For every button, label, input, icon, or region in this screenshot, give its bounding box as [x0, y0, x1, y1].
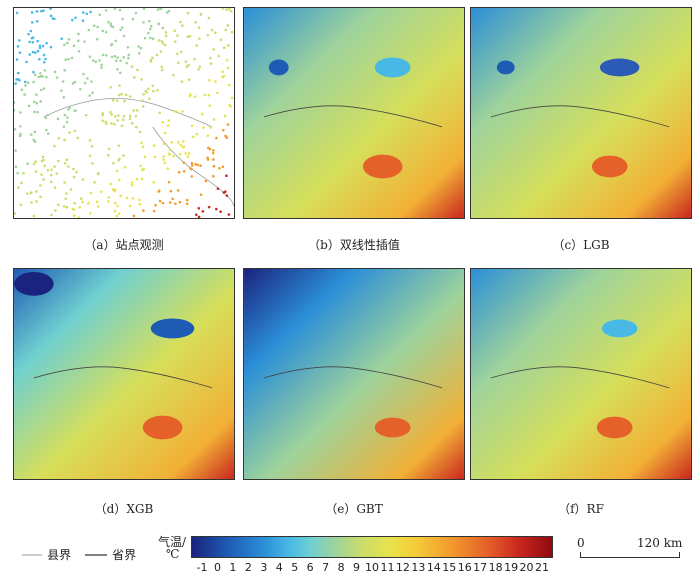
- colorbar-tick-label: 7: [322, 561, 330, 574]
- colorbar-tick-label: 4: [275, 561, 283, 574]
- panel-bilinear-interpolation: [243, 7, 465, 219]
- county-boundary-label: 县界: [47, 548, 72, 562]
- colorbar-label-line2: ℃: [166, 547, 180, 561]
- scale-bar: [580, 552, 680, 558]
- colorbar-tick-label: 5: [291, 561, 299, 574]
- colorbar-tick-label: 9: [353, 561, 361, 574]
- temperature-colorbar: [191, 536, 553, 558]
- colorbar-tick-label: 8: [337, 561, 345, 574]
- caption-c: （c）LGB: [552, 238, 610, 252]
- caption-b: （b）双线性插值: [308, 238, 400, 252]
- colorbar-tick-label: 3: [260, 561, 268, 574]
- colorbar-tick-label: 1: [229, 561, 237, 574]
- scale-end-label: 120 km: [637, 536, 683, 550]
- colorbar-tick-label: 0: [213, 561, 221, 574]
- province-boundary-label: 省界: [112, 548, 137, 562]
- province-boundary-legend: 省界: [85, 544, 136, 563]
- colorbar-label-line1: 气温/: [158, 535, 187, 549]
- panel-xgb: [13, 268, 235, 480]
- station-points-map: [14, 8, 234, 218]
- colorbar-tick-label: 6: [306, 561, 314, 574]
- panel-station-observation: [13, 7, 235, 219]
- panel-gbt: [243, 268, 465, 480]
- colorbar-tick-label: 18: [488, 561, 503, 574]
- caption-f: （f）RF: [558, 502, 604, 516]
- colorbar-tick-label: 11: [380, 561, 395, 574]
- colorbar-tick-label: 16: [457, 561, 472, 574]
- colorbar-tick-label: 14: [426, 561, 441, 574]
- caption-e: （e）GBT: [325, 502, 383, 516]
- caption-a: （a）站点观测: [84, 238, 164, 252]
- colorbar-tick-label: 10: [365, 561, 379, 574]
- colorbar-tick-label: 13: [411, 561, 426, 574]
- panel-rf: [470, 268, 692, 480]
- colorbar-tick-label: -1: [196, 561, 208, 574]
- colorbar-tick-label: 19: [504, 561, 519, 574]
- county-boundary-legend: 县界: [22, 544, 71, 563]
- colorbar-tick-label: 2: [244, 561, 252, 574]
- colorbar-tick-label: 21: [535, 561, 549, 574]
- colorbar-tick-label: 15: [442, 561, 457, 574]
- colorbar-tick-label: 12: [395, 561, 410, 574]
- colorbar-tick-label: 20: [519, 561, 534, 574]
- colorbar-tick-label: 17: [473, 561, 488, 574]
- panel-lgb: [470, 7, 692, 219]
- caption-d: （d）XGB: [94, 502, 154, 516]
- scale-start-label: 0: [577, 536, 585, 550]
